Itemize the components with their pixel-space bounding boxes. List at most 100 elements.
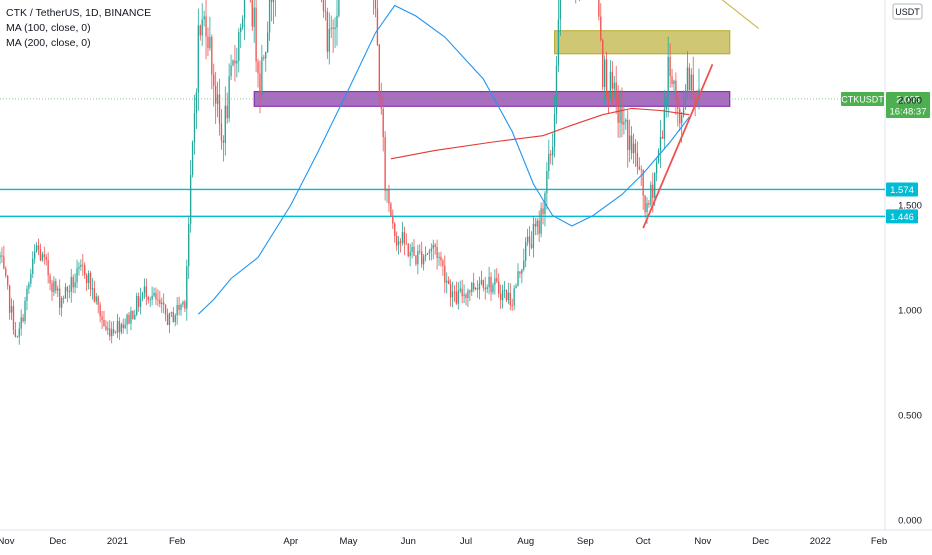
candle-body bbox=[602, 40, 603, 87]
candle-body bbox=[140, 298, 141, 307]
candle-body bbox=[510, 293, 511, 305]
x-tick-label: Jun bbox=[401, 536, 416, 547]
candle-body bbox=[36, 245, 37, 251]
candle-body bbox=[500, 294, 501, 300]
candle-body bbox=[323, 0, 324, 11]
candle-body bbox=[178, 305, 179, 310]
x-tick-label: Sep bbox=[577, 536, 594, 547]
candle-body bbox=[242, 19, 243, 28]
candle-body bbox=[512, 305, 513, 306]
x-tick-label: Nov bbox=[0, 536, 15, 547]
candle-body bbox=[614, 83, 615, 89]
candle-body bbox=[269, 0, 270, 33]
candle-body bbox=[527, 237, 528, 242]
candle-body bbox=[694, 94, 695, 100]
currency-label[interactable]: USDT bbox=[895, 7, 920, 17]
candle-body bbox=[460, 289, 461, 291]
candle-body bbox=[612, 72, 613, 89]
candle-body bbox=[40, 249, 41, 260]
candle-body bbox=[442, 260, 443, 265]
candle-body bbox=[656, 162, 657, 173]
price-axis[interactable]: 0.0000.5001.0001.5002.0002.5003.0003.500… bbox=[893, 0, 922, 527]
candle-body bbox=[3, 256, 4, 268]
candle-body bbox=[423, 257, 424, 265]
symbol-tag-label[interactable]: CTKUSDT bbox=[841, 94, 884, 104]
ma100-label[interactable]: MA (100, close, 0) bbox=[6, 21, 151, 36]
candle-body bbox=[182, 302, 183, 305]
candle-body bbox=[504, 290, 505, 291]
candle-body bbox=[144, 287, 145, 294]
candle-body bbox=[446, 281, 447, 283]
candle-body bbox=[329, 29, 330, 52]
candle-body bbox=[398, 241, 399, 245]
candle-body bbox=[693, 75, 694, 94]
candle-body bbox=[463, 295, 464, 297]
candle-body bbox=[496, 278, 497, 281]
candle-body bbox=[101, 316, 102, 320]
candle-body bbox=[465, 295, 466, 298]
candle-body bbox=[59, 289, 60, 308]
candle-body bbox=[604, 59, 605, 87]
candle-body bbox=[202, 19, 203, 35]
candle-body bbox=[641, 169, 642, 170]
candle-body bbox=[99, 305, 100, 317]
candle-body bbox=[124, 325, 125, 328]
candle-body bbox=[675, 81, 676, 100]
candle-body bbox=[606, 59, 607, 97]
candle-body bbox=[375, 0, 376, 8]
candle-body bbox=[205, 16, 206, 36]
candle-body bbox=[148, 297, 149, 300]
candle-body bbox=[265, 52, 266, 58]
candle-body bbox=[477, 288, 478, 290]
candle-body bbox=[508, 293, 509, 300]
candle-body bbox=[487, 287, 488, 289]
candle-body bbox=[681, 116, 682, 124]
x-tick-label: Oct bbox=[636, 536, 651, 547]
candle-body bbox=[227, 106, 228, 118]
candle-body bbox=[273, 0, 274, 2]
candle-body bbox=[473, 283, 474, 289]
candle-body bbox=[469, 291, 470, 293]
candle-body bbox=[610, 72, 611, 98]
candle-body bbox=[427, 253, 428, 254]
candle-body bbox=[240, 27, 241, 32]
candle-body bbox=[629, 136, 630, 150]
candle-body bbox=[1, 255, 2, 256]
resistance-trendline bbox=[200, 0, 758, 29]
candle-body bbox=[234, 60, 235, 63]
candle-body bbox=[525, 242, 526, 261]
candle-body bbox=[136, 296, 137, 315]
candle-body bbox=[228, 76, 229, 118]
candle-body bbox=[134, 315, 135, 320]
candle-body bbox=[200, 25, 201, 35]
x-tick-label: May bbox=[340, 536, 358, 547]
candle-body bbox=[84, 265, 85, 274]
candle-body bbox=[379, 45, 380, 96]
candle-body bbox=[660, 137, 661, 151]
candle-body bbox=[627, 120, 628, 150]
candle-body bbox=[413, 247, 414, 256]
candle-body bbox=[121, 324, 122, 332]
candle-body bbox=[550, 154, 551, 155]
candle-body bbox=[146, 287, 147, 297]
candle-body bbox=[392, 216, 393, 224]
candle-body bbox=[666, 98, 667, 109]
y-tick-label: 0.000 bbox=[898, 516, 922, 527]
candle-body bbox=[560, 0, 561, 19]
symbol-title[interactable]: CTK / TetherUS, 1D, BINANCE bbox=[6, 6, 151, 21]
candle-body bbox=[92, 288, 93, 289]
ma200-label[interactable]: MA (200, close, 0) bbox=[6, 36, 151, 51]
candle-body bbox=[386, 189, 387, 191]
candle-body bbox=[38, 245, 39, 249]
candle-body bbox=[619, 105, 620, 123]
candle-body bbox=[325, 11, 326, 12]
candle-body bbox=[232, 60, 233, 65]
candle-body bbox=[238, 32, 239, 61]
candle-body bbox=[608, 97, 609, 98]
candle-body bbox=[261, 57, 262, 95]
candle-body bbox=[80, 265, 81, 267]
candle-body bbox=[63, 298, 64, 299]
